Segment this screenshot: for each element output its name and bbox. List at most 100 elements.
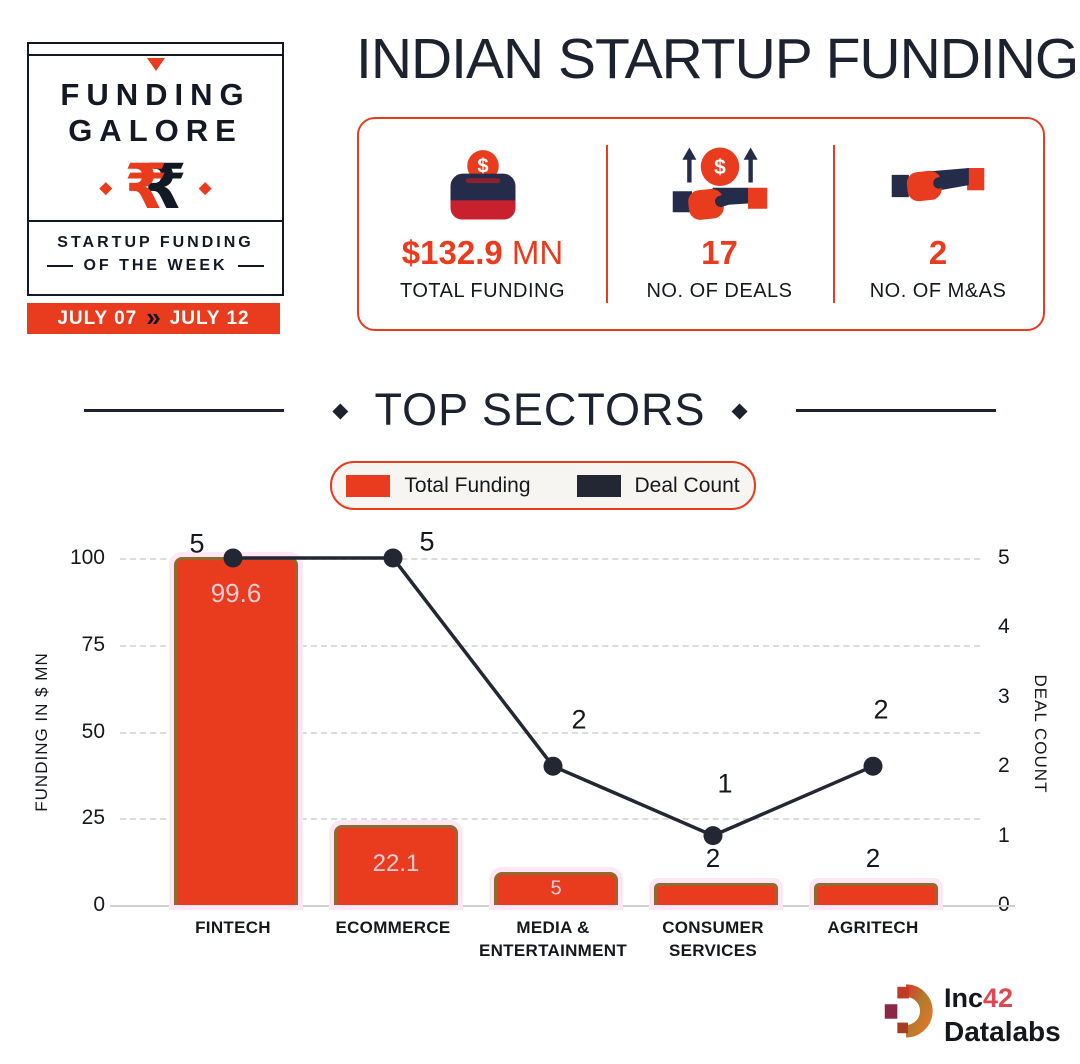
bar-media-: 5 <box>494 872 618 905</box>
money-box-icon: $ <box>440 137 526 235</box>
legend-label: Deal Count <box>634 473 740 497</box>
bar-value-label: 2 <box>705 843 721 873</box>
total-funding-value: $132.9 MN <box>401 234 564 271</box>
stat-value-number: $132.9 <box>401 234 503 271</box>
deals-growth-handshake-icon: $ <box>671 137 769 235</box>
line-point-label: 5 <box>189 528 205 559</box>
stats-divider <box>606 145 608 303</box>
bar-ecommerce: 22.1 <box>334 825 458 905</box>
total-funding-label: TOTAL FUNDING <box>399 280 566 303</box>
rupee-red-icon: ₹ <box>124 150 168 223</box>
brand-inc42: Inc42 <box>944 983 1061 1014</box>
line-point-label: 2 <box>571 704 587 735</box>
gridline <box>120 818 980 821</box>
deals-count-value: 17 <box>701 234 738 271</box>
deals-count-label: NO. OF DEALS <box>646 280 793 303</box>
chart-legend: Total Funding Deal Count <box>330 461 756 510</box>
gridline <box>120 558 980 560</box>
mas-count-label: NO. OF M&AS <box>869 280 1007 303</box>
stat-no-of-deals: $ 17 NO. OF DEALS <box>606 119 833 329</box>
left-tick: 50 <box>81 719 105 743</box>
page-title: INDIAN STARTUP FUNDING <box>356 27 1079 91</box>
x-category-label: AGRITECH <box>827 918 919 937</box>
right-tick: 0 <box>998 893 1010 916</box>
x-axis-labels: FINTECH ECOMMERCE MEDIA & ENTERTAINMENT CON… <box>120 917 980 977</box>
funding-galore-logo-card: FUNDING GALORE ◆ ₹ ₹ ◆ STARTUP FUNDING O… <box>27 42 284 296</box>
stat-value-suffix: MN <box>502 234 564 271</box>
inc42-datalabs-logo: Inc42 Datalabs <box>878 982 1063 1047</box>
date-to: JULY 12 <box>169 307 250 329</box>
left-rule <box>84 408 285 412</box>
logo-subtitle-line2: OF THE WEEK <box>83 257 228 274</box>
line-point-label: 1 <box>717 768 733 799</box>
stat-no-of-mas: 2 NO. OF M&AS <box>833 119 1043 329</box>
diamond-icon: ◆ <box>198 177 212 197</box>
legend-swatch <box>346 474 391 497</box>
left-tick: 100 <box>69 546 105 569</box>
left-axis-title: FUNDING IN $ MN <box>32 652 51 812</box>
left-tick: 25 <box>81 806 105 830</box>
logo-title-line1: FUNDING <box>60 77 251 112</box>
logo-top-rule <box>29 54 282 56</box>
logo-subtitle-line2-row: OF THE WEEK <box>29 257 282 275</box>
right-dash-rule <box>237 265 264 267</box>
svg-text:$: $ <box>714 156 726 179</box>
summary-stats-card: $ $132.9 MN TOTAL FUNDING $ <box>357 117 1045 331</box>
right-tick: 4 <box>998 615 1010 639</box>
right-tick: 3 <box>998 684 1010 708</box>
mas-count-value: 2 <box>928 234 948 271</box>
deal-count-line <box>223 548 883 846</box>
date-from: JULY 07 <box>57 307 138 329</box>
stat-total-funding: $ $132.9 MN TOTAL FUNDING <box>359 119 606 329</box>
left-tick: 0 <box>93 893 105 916</box>
handshake-icon <box>890 137 986 235</box>
x-axis-baseline <box>110 905 1015 907</box>
rupee-black-icon: ₹ <box>143 150 187 223</box>
down-triangle-icon <box>146 58 165 71</box>
stats-divider <box>833 145 835 303</box>
stat-value-number: 2 <box>928 234 948 271</box>
line-point <box>543 756 563 776</box>
line-point <box>703 826 723 846</box>
bar-consumer <box>654 883 778 905</box>
x-category-label: MEDIA & ENTERTAINMENT <box>478 918 628 960</box>
x-category-label: ECOMMERCE <box>335 918 451 937</box>
diamond-icon: ◆ <box>332 398 349 422</box>
brand-datalabs: Datalabs <box>944 1015 1061 1047</box>
bar-value-label: 2 <box>865 843 881 873</box>
right-rule <box>795 408 996 412</box>
line-point-label: 5 <box>419 526 435 557</box>
legend-swatch <box>576 474 621 497</box>
left-tick: 75 <box>81 632 105 656</box>
diamond-icon: ◆ <box>99 177 113 197</box>
logo-title-line2: GALORE <box>68 113 243 148</box>
left-axis-ticks: 0 25 50 75 100 <box>30 546 105 916</box>
section-title: TOP SECTORS <box>374 384 706 435</box>
rupee-row: ◆ ₹ ₹ ◆ <box>29 148 282 226</box>
line-point <box>383 548 403 568</box>
diamond-icon: ◆ <box>731 398 748 422</box>
double-chevron-icon: » <box>146 302 161 332</box>
bar-fintech: 99.6 <box>174 557 298 905</box>
inc42-d-icon <box>878 982 936 1045</box>
right-tick: 2 <box>998 754 1010 778</box>
logo-subtitle-line1: STARTUP FUNDING <box>57 234 254 251</box>
stat-value-number: 17 <box>701 234 738 271</box>
right-tick: 1 <box>998 823 1010 847</box>
svg-text:$: $ <box>477 156 488 178</box>
brand-42: 42 <box>983 983 1014 1013</box>
right-axis-title: DEAL COUNT <box>1031 674 1050 794</box>
gridline <box>120 731 980 734</box>
logo-divider <box>29 220 282 222</box>
brand-text: Inc42 Datalabs <box>944 982 1061 1047</box>
right-axis-ticks: 0 1 2 3 4 5 <box>998 546 1038 916</box>
x-category-label: CONSUMER SERVICES <box>662 918 764 960</box>
bar-value-label: 22.1 <box>372 850 420 877</box>
rupee-symbols: ₹ ₹ <box>124 148 186 226</box>
left-dash-rule <box>47 265 74 267</box>
brand-inc: Inc <box>944 983 984 1013</box>
legend-label: Total Funding <box>404 473 531 497</box>
line-point <box>223 548 243 568</box>
plot-area: 99.6 22.1 5 2 2 5 5 2 1 2 <box>110 527 1015 907</box>
